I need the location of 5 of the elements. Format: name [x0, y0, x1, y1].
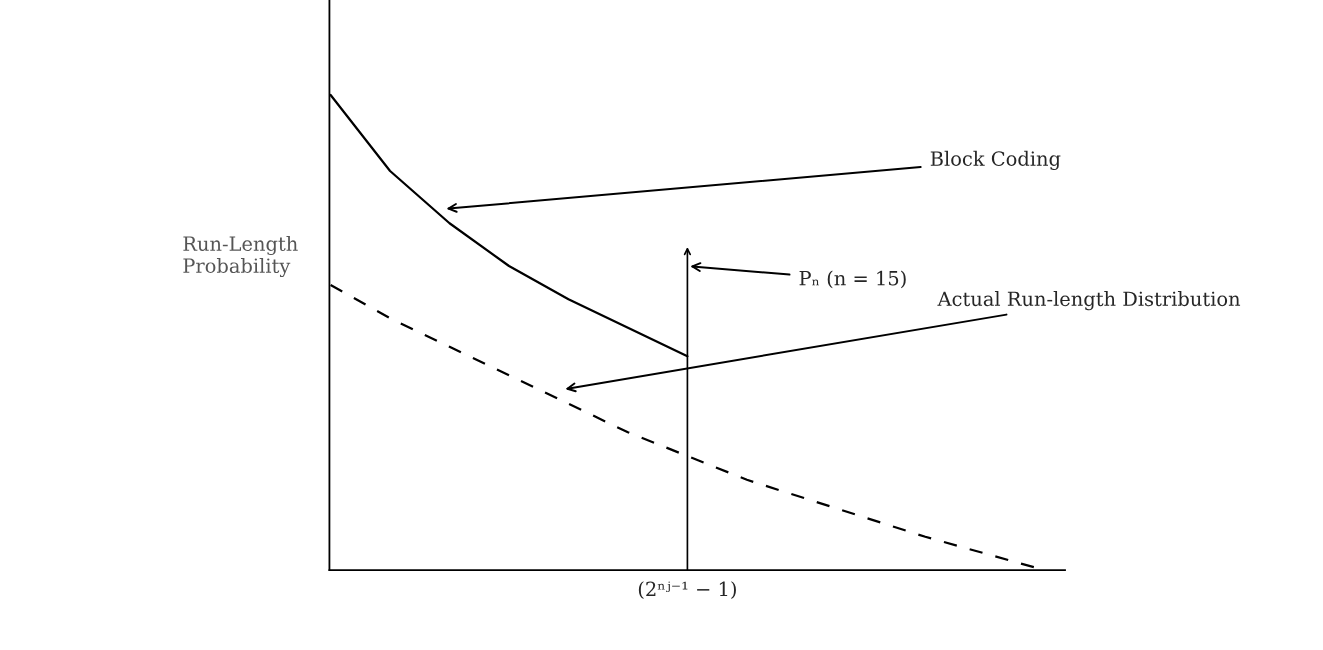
annotation: Block Coding [930, 150, 1061, 170]
annotation: Pₙ (n = 15) [799, 270, 906, 289]
y-axis-title: Run-Length Probability [183, 235, 298, 278]
text: (2ⁿʲ⁻¹ − 1) [638, 581, 736, 599]
annotation: Actual Run-length Distribution [937, 291, 1241, 311]
